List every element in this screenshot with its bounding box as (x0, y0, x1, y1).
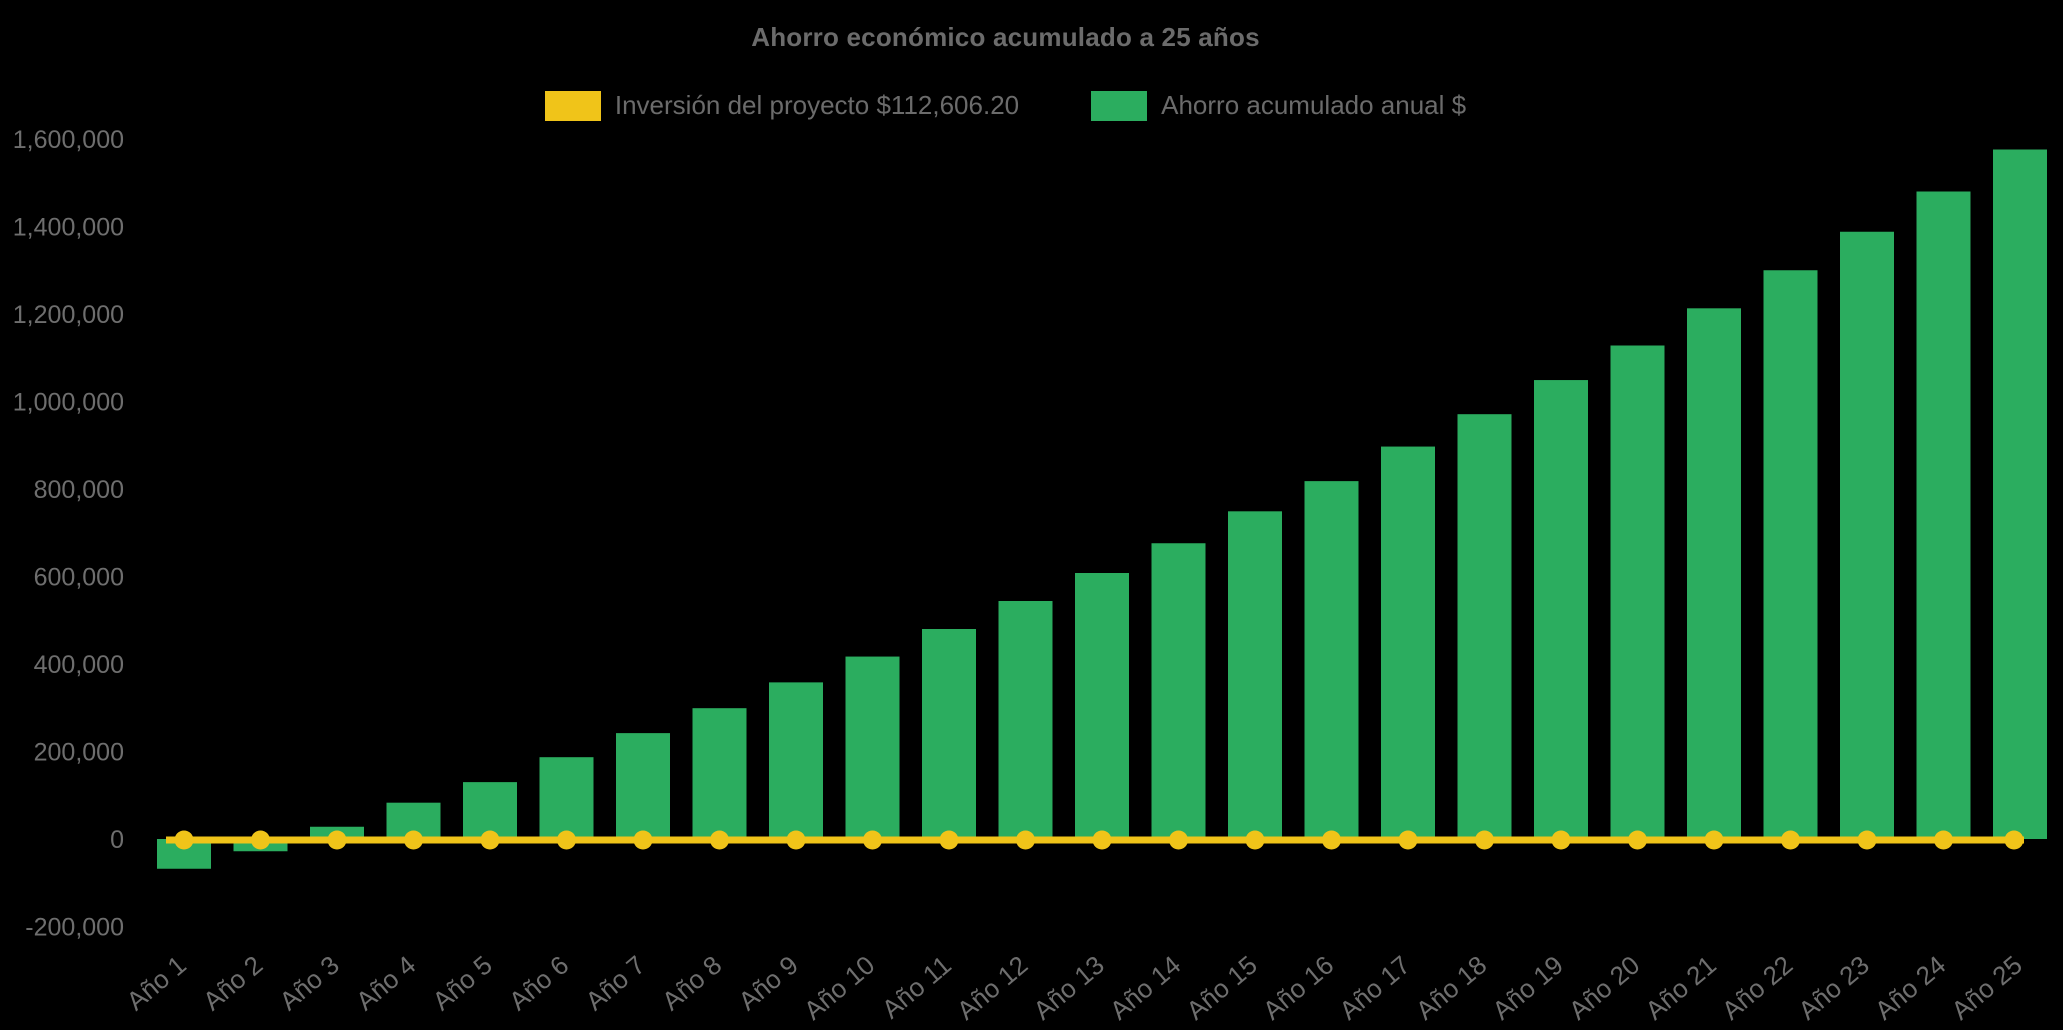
x-label-year-22: Año 22 (1716, 950, 1798, 1026)
legend-item-savings[interactable]: Ahorro acumulado anual $ (1091, 90, 1466, 121)
bar-year-15[interactable] (1228, 511, 1282, 839)
x-label-year-5: Año 5 (427, 950, 498, 1017)
chart-legend: Inversión del proyecto $112,606.20 Ahorr… (0, 90, 2037, 121)
line-point-year-10[interactable] (863, 830, 882, 850)
bar-year-14[interactable] (1151, 543, 1206, 839)
bar-year-6[interactable] (539, 757, 594, 839)
line-point-year-20[interactable] (1628, 830, 1647, 850)
bar-year-22[interactable] (1763, 270, 1818, 839)
bar-year-20[interactable] (1610, 345, 1665, 840)
line-point-year-3[interactable] (327, 830, 347, 850)
line-point-year-24[interactable] (1934, 830, 1953, 850)
bar-year-10[interactable] (845, 656, 900, 839)
line-point-year-6[interactable] (557, 830, 576, 850)
bar-year-7[interactable] (616, 733, 670, 839)
line-point-year-7[interactable] (633, 830, 653, 850)
bar-year-18[interactable] (1457, 414, 1512, 839)
line-point-year-1[interactable] (174, 830, 194, 850)
line-point-year-22[interactable] (1781, 830, 1800, 850)
bar-year-8[interactable] (692, 708, 747, 839)
legend-label-investment: Inversión del proyecto $112,606.20 (614, 90, 1020, 120)
line-point-year-4[interactable] (404, 830, 423, 850)
line-point-year-17[interactable] (1398, 830, 1418, 850)
bar-year-16[interactable] (1304, 481, 1359, 839)
x-label-year-1: Año 1 (121, 950, 192, 1017)
line-point-year-2[interactable] (251, 830, 270, 850)
x-label-year-6: Año 6 (503, 950, 574, 1017)
y-tick-label-200000: 200,000 (34, 739, 124, 767)
x-label-year-23: Año 23 (1792, 950, 1874, 1026)
line-point-year-5[interactable] (480, 830, 500, 850)
chart-title: Ahorro económico acumulado a 25 años (751, 22, 1260, 52)
legend-swatch-savings (1091, 90, 1148, 121)
y-tick-label-600000: 600,000 (34, 564, 124, 592)
x-label-year-14: Año 14 (1104, 950, 1186, 1026)
line-point-year-16[interactable] (1322, 830, 1341, 850)
x-label-year-17: Año 17 (1333, 950, 1415, 1026)
bar-year-11[interactable] (922, 629, 976, 839)
y-tick-label-0: 0 (110, 826, 124, 854)
x-label-year-11: Año 11 (876, 950, 957, 1025)
bar-year-21[interactable] (1687, 308, 1741, 839)
bar-year-23[interactable] (1840, 231, 1894, 839)
x-label-year-3: Año 3 (274, 950, 345, 1017)
y-tick-label--200000: -200,000 (25, 914, 124, 942)
x-label-year-24: Año 24 (1869, 950, 1951, 1026)
y-tick-label-1600000: 1,600,000 (13, 126, 124, 154)
x-label-year-19: Año 19 (1486, 950, 1568, 1026)
line-point-year-21[interactable] (1704, 830, 1724, 850)
legend-swatch-investment (544, 90, 601, 121)
line-point-year-14[interactable] (1169, 830, 1188, 850)
y-tick-label-800000: 800,000 (34, 476, 124, 504)
x-label-year-25: Año 25 (1945, 950, 2027, 1026)
y-tick-label-400000: 400,000 (34, 651, 124, 679)
x-label-year-2: Año 2 (197, 950, 268, 1017)
line-point-year-8[interactable] (710, 830, 729, 850)
y-tick-label-1000000: 1,000,000 (13, 389, 124, 417)
x-label-year-20: Año 20 (1563, 950, 1645, 1026)
line-point-year-23[interactable] (1857, 830, 1877, 850)
x-label-year-18: Año 18 (1410, 950, 1492, 1026)
bar-year-19[interactable] (1534, 380, 1588, 839)
x-label-year-8: Año 8 (656, 950, 727, 1017)
line-point-year-19[interactable] (1551, 830, 1571, 850)
bar-year-25[interactable] (1993, 149, 2047, 840)
x-label-year-12: Año 12 (951, 950, 1033, 1026)
bar-year-9[interactable] (769, 682, 823, 839)
x-label-year-7: Año 7 (580, 950, 651, 1017)
line-point-year-18[interactable] (1475, 830, 1494, 850)
x-label-year-10: Año 10 (798, 950, 880, 1026)
line-point-year-25[interactable] (2004, 830, 2024, 850)
bar-year-17[interactable] (1381, 446, 1435, 839)
bar-year-12[interactable] (998, 601, 1053, 839)
line-point-year-9[interactable] (786, 830, 806, 850)
legend-label-savings: Ahorro acumulado anual $ (1161, 90, 1467, 120)
bar-year-5[interactable] (463, 782, 517, 839)
line-point-year-11[interactable] (939, 830, 959, 850)
x-label-year-15: Año 15 (1180, 950, 1262, 1026)
y-tick-label-1200000: 1,200,000 (13, 301, 124, 329)
x-label-year-13: Año 13 (1027, 950, 1109, 1026)
x-label-year-16: Año 16 (1257, 950, 1339, 1026)
x-label-year-4: Año 4 (350, 950, 421, 1017)
bar-year-24[interactable] (1916, 191, 1971, 840)
x-label-year-9: Año 9 (733, 950, 804, 1017)
line-point-year-15[interactable] (1245, 830, 1265, 850)
bar-year-13[interactable] (1075, 573, 1129, 839)
line-point-year-13[interactable] (1092, 830, 1112, 850)
x-label-year-21: Año 21 (1639, 950, 1721, 1026)
y-tick-label-1400000: 1,400,000 (13, 214, 124, 242)
legend-item-investment[interactable]: Inversión del proyecto $112,606.20 (544, 90, 1020, 121)
line-point-year-12[interactable] (1016, 830, 1035, 850)
